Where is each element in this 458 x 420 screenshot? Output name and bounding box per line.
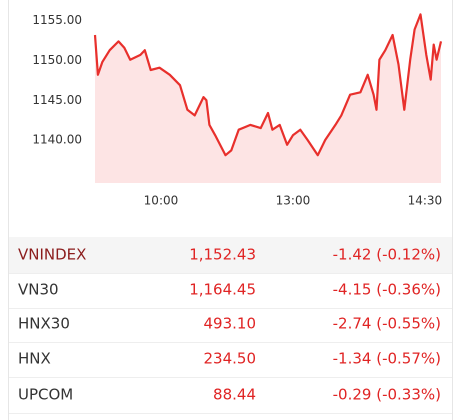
index-change: -1.42 (-0.12%): [333, 246, 441, 264]
index-change: -1.34 (-0.57%): [333, 350, 441, 368]
index-name: HNX30: [18, 315, 70, 333]
x-tick-label: 13:00: [276, 194, 311, 208]
index-price: 88.44: [213, 386, 256, 404]
index-price: 1,152.43: [189, 246, 256, 264]
index-name: VN30: [18, 281, 59, 299]
area-fill: [95, 14, 441, 184]
y-tick-label: 1155.00: [32, 13, 82, 27]
index-price: 493.10: [204, 315, 257, 333]
price-line: [93, 13, 443, 157]
index-name: UPCOM: [18, 386, 73, 404]
index-price: 1,164.45: [189, 281, 256, 299]
index-change: -4.15 (-0.36%): [333, 281, 441, 299]
index-name: HNX: [18, 350, 51, 368]
y-tick-label: 1150.00: [32, 53, 82, 67]
index-change: -2.74 (-0.55%): [333, 315, 441, 333]
x-tick-label: 14:30: [408, 194, 443, 208]
row-highlight: [9, 237, 452, 273]
index-name: VNINDEX: [18, 246, 86, 264]
index-price: 234.50: [204, 350, 257, 368]
y-tick-label: 1145.00: [32, 93, 82, 107]
x-tick-label: 10:00: [144, 194, 179, 208]
index-change: -0.29 (-0.33%): [333, 386, 441, 404]
y-tick-label: 1140.00: [32, 133, 82, 147]
